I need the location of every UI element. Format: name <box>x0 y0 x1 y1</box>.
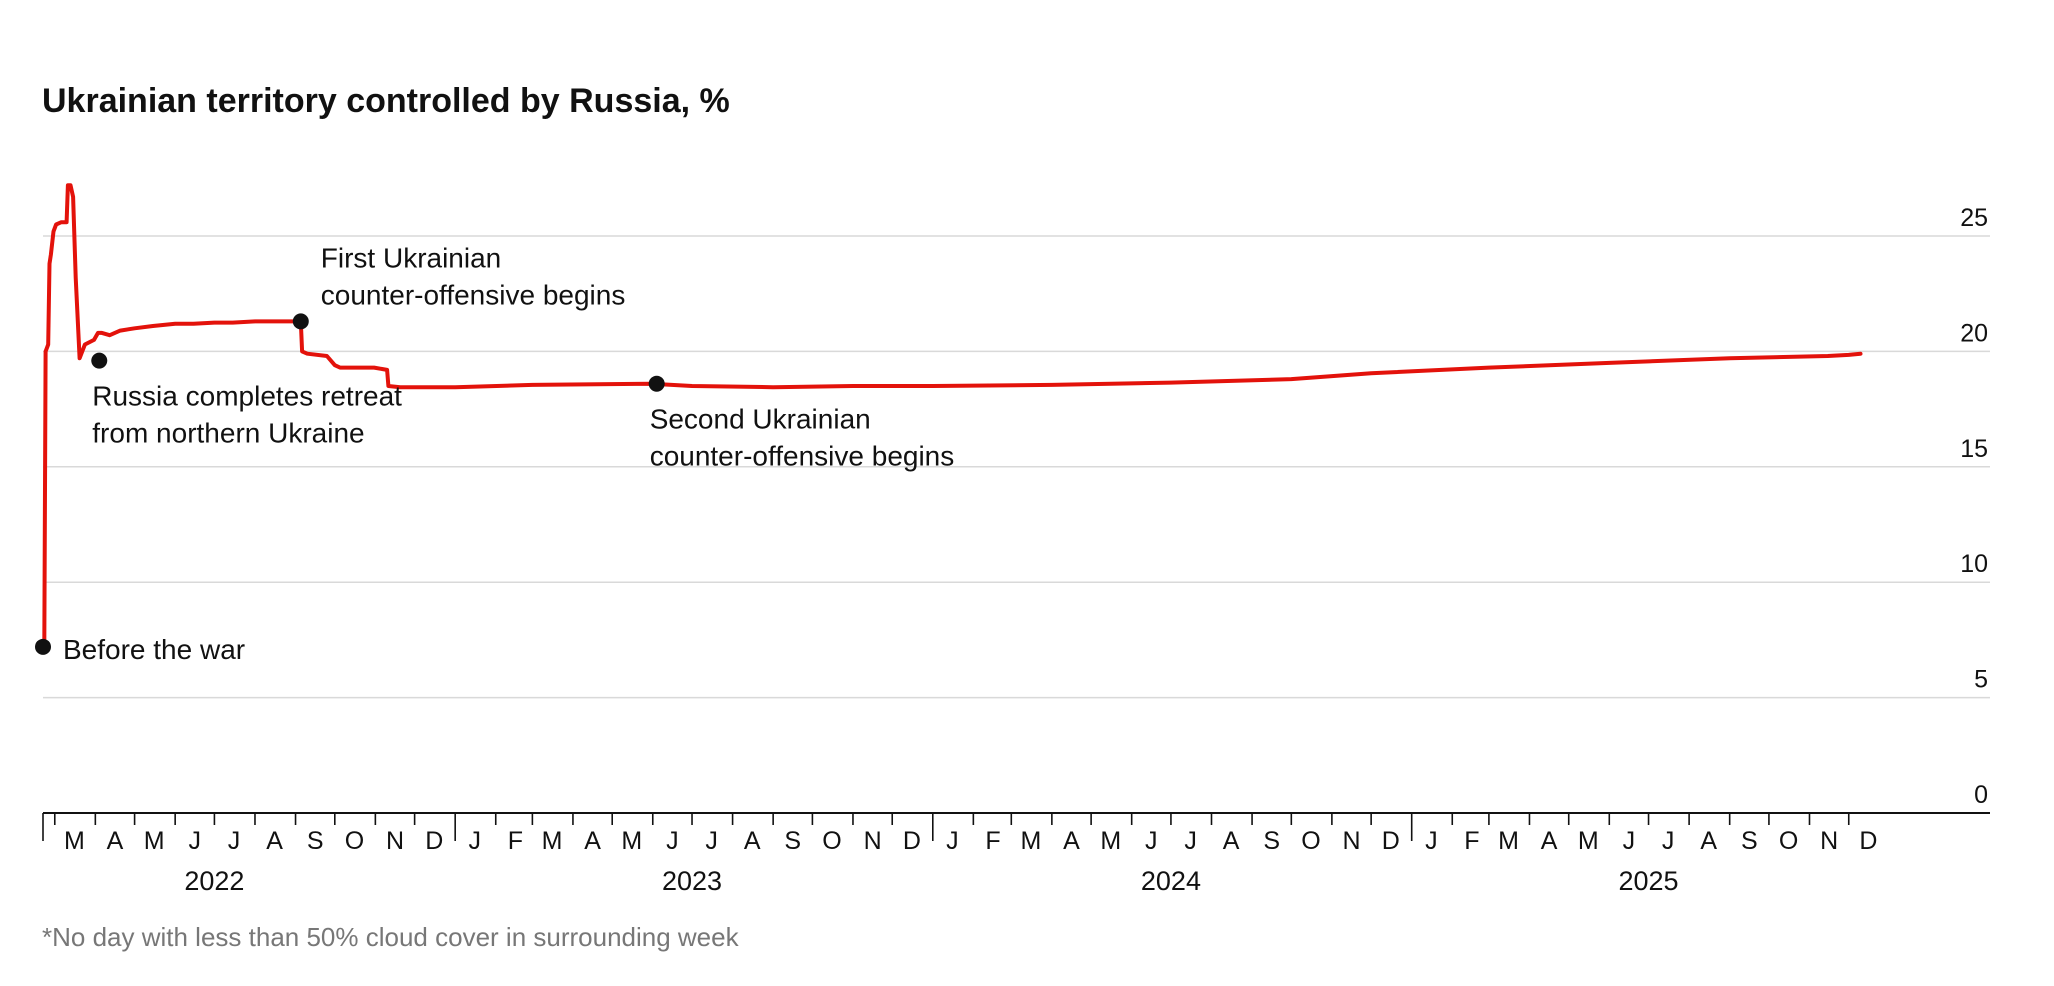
gridlines <box>43 235 1990 699</box>
x-month-label: J <box>1623 827 1636 855</box>
y-axis-labels: 0 5 10 15 20 25 <box>1960 204 1988 809</box>
x-year-label: 2024 <box>1141 866 1201 896</box>
x-month-label: A <box>1223 827 1240 855</box>
x-month-label: D <box>1382 827 1400 855</box>
x-month-label: A <box>1541 827 1558 855</box>
x-month-label: D <box>1859 827 1877 855</box>
series-line <box>41 183 1863 649</box>
annotation-label: counter-offensive begins <box>321 279 626 310</box>
x-month-label: M <box>542 827 563 855</box>
x-month-label: S <box>307 827 324 855</box>
y-tick-label: 20 <box>1960 319 1988 347</box>
x-month-label: A <box>1700 827 1717 855</box>
x-month-label: O <box>822 827 841 855</box>
x-month-label: J <box>469 827 482 855</box>
chart-title: Ukrainian territory controlled by Russia… <box>42 82 730 120</box>
x-month-label: J <box>946 827 959 855</box>
x-month-label: A <box>1063 827 1080 855</box>
x-month-label: J <box>666 827 679 855</box>
x-month-label: M <box>1498 827 1519 855</box>
y-tick-label: 15 <box>1960 435 1988 463</box>
x-month-label: J <box>1145 827 1158 855</box>
y-tick-label: 5 <box>1974 666 1988 694</box>
y-tick-label: 0 <box>1974 781 1988 809</box>
x-month-label: O <box>345 827 364 855</box>
y-tick-label: 25 <box>1960 204 1988 232</box>
x-month-label: J <box>189 827 202 855</box>
annotation-label: Before the war <box>63 634 245 665</box>
x-month-label: A <box>107 827 124 855</box>
x-month-label: S <box>1263 827 1280 855</box>
annotations: Before the war Russia completes retreat fr… <box>35 242 955 665</box>
x-month-label: J <box>228 827 241 855</box>
annotation-label: counter-offensive begins <box>650 441 955 472</box>
x-month-label: N <box>1342 827 1360 855</box>
annotation-marker <box>35 638 51 655</box>
x-month-label: S <box>1741 827 1758 855</box>
x-month-label: N <box>386 827 404 855</box>
x-month-label: F <box>985 827 1000 855</box>
x-month-label: M <box>64 827 85 855</box>
footnote: *No day with less than 50% cloud cover i… <box>42 922 740 952</box>
x-month-label: D <box>903 827 921 855</box>
annotation-label: Russia completes retreat <box>92 381 402 412</box>
x-month-label: J <box>1184 827 1197 855</box>
annotation-marker <box>648 375 665 392</box>
x-month-label: J <box>705 827 718 855</box>
x-month-label: S <box>784 827 801 855</box>
x-month-label: M <box>144 827 165 855</box>
x-month-label: J <box>1662 827 1675 855</box>
annotation-marker <box>91 352 108 369</box>
series-line-layer <box>41 183 1863 649</box>
x-month-label: A <box>744 827 761 855</box>
x-year-label: 2022 <box>184 866 244 896</box>
annotation-label: from northern Ukraine <box>92 418 364 449</box>
x-month-label: O <box>1779 827 1798 855</box>
annotation-marker <box>292 313 309 330</box>
x-month-label: F <box>508 827 523 855</box>
x-month-label: N <box>864 827 882 855</box>
x-month-label: M <box>1021 827 1042 855</box>
annotation-label: Second Ukrainian <box>650 404 871 435</box>
x-year-label: 2023 <box>662 866 722 896</box>
x-month-label: O <box>1301 827 1320 855</box>
x-month-label: M <box>1100 827 1121 855</box>
x-month-label: J <box>1425 827 1438 855</box>
y-tick-label: 10 <box>1960 550 1988 578</box>
x-month-label: M <box>621 827 642 855</box>
x-month-label: A <box>266 827 283 855</box>
x-month-label: M <box>1578 827 1599 855</box>
x-month-label: D <box>425 827 443 855</box>
x-month-label: F <box>1464 827 1479 855</box>
annotation-label: First Ukrainian <box>321 242 501 273</box>
x-month-label: A <box>584 827 601 855</box>
x-month-label: N <box>1820 827 1838 855</box>
x-year-label: 2025 <box>1619 866 1679 896</box>
